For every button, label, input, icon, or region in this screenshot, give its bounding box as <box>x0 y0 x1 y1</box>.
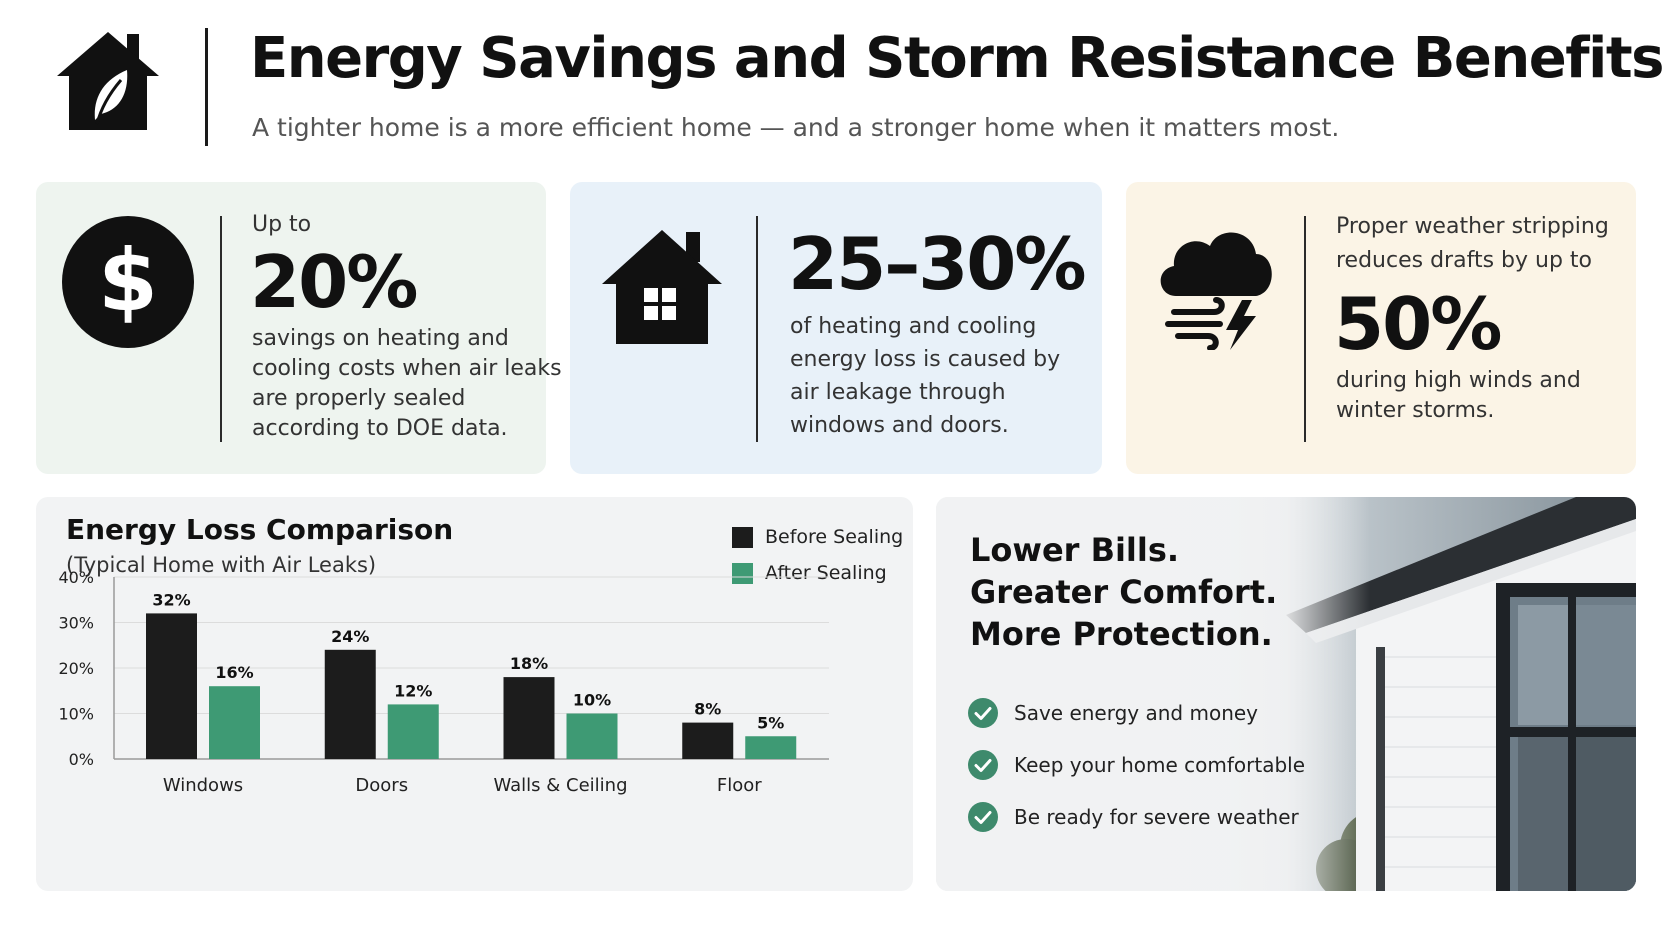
bar-chart: 0% 10% 20% 30% 40% 32% 16% Windows 24% 12% Doors 18… <box>58 568 829 796</box>
y-tick-label: 30% <box>58 614 94 633</box>
check-circle-icon <box>968 750 998 780</box>
bar <box>566 713 618 759</box>
y-tick-label: 10% <box>58 705 94 724</box>
home-leaf-icon <box>57 32 159 130</box>
y-tick-label: 0% <box>69 750 94 769</box>
stat-description: of heating and cooling energy loss is ca… <box>790 314 1061 438</box>
benefit-label: Be ready for severe weather <box>1014 805 1299 829</box>
data-label: 16% <box>215 663 253 682</box>
page-title: Energy Savings and Storm Resistance Bene… <box>250 26 1664 91</box>
headline-line: Greater Comfort. <box>970 573 1278 611</box>
storm-cloud-icon <box>1160 232 1272 350</box>
stat-value: 50% <box>1334 282 1502 366</box>
dollar-icon: $ <box>62 216 194 348</box>
benefit-item: Be ready for severe weather <box>968 791 1305 843</box>
stat-description: savings on heating and cooling costs whe… <box>252 326 562 441</box>
legend-item-before: Before Sealing <box>732 525 903 549</box>
stat-prefix: Up to <box>252 212 312 237</box>
stat-card-savings: $ Up to 20% savings on heating and cooli… <box>36 182 562 474</box>
stat-value: 25–30% <box>788 222 1087 306</box>
x-tick-label: Windows <box>163 775 243 796</box>
bar <box>324 649 376 759</box>
bar <box>209 686 260 759</box>
check-circle-icon <box>968 802 998 832</box>
legend-swatch-before <box>732 526 753 548</box>
bar <box>682 722 734 759</box>
data-label: 12% <box>394 681 432 700</box>
benefit-label: Save energy and money <box>1014 701 1259 725</box>
benefit-item: Keep your home comfortable <box>968 739 1305 791</box>
chart-title: Energy Loss Comparison <box>66 513 454 546</box>
data-label: 18% <box>510 654 548 673</box>
y-tick-label: 40% <box>58 568 94 587</box>
house-window-photo <box>936 497 1636 891</box>
legend-label-after: After Sealing <box>765 562 887 584</box>
headline-line: Lower Bills. <box>970 531 1180 569</box>
x-tick-label: Floor <box>717 775 762 796</box>
card-divider <box>756 216 758 442</box>
benefits-list: Save energy and money Keep your home com… <box>968 687 1305 843</box>
bar <box>503 677 555 759</box>
house-icon <box>602 230 722 344</box>
promo-panel: Lower Bills. Greater Comfort. More Prote… <box>936 497 1636 891</box>
stat-description: during high winds and winter storms. <box>1336 368 1581 423</box>
legend-label-before: Before Sealing <box>765 526 904 548</box>
stat-card-air-leakage: 25–30% of heating and cooling energy los… <box>570 182 1102 474</box>
check-circle-icon <box>968 698 998 728</box>
card-divider <box>220 216 222 442</box>
svg-text:$: $ <box>98 231 158 331</box>
legend-item-after: After Sealing <box>732 561 903 585</box>
bar <box>745 736 797 759</box>
stat-card-weather-stripping: Proper weather stripping reduces drafts … <box>1126 182 1636 474</box>
data-label: 24% <box>331 627 369 646</box>
data-label: 5% <box>757 713 784 732</box>
benefit-item: Save energy and money <box>968 687 1305 739</box>
y-tick-label: 20% <box>58 659 94 678</box>
data-label: 8% <box>694 700 721 719</box>
bar <box>146 613 197 759</box>
header-divider <box>205 28 208 146</box>
promo-headline: Lower Bills. Greater Comfort. More Prote… <box>970 529 1277 655</box>
chart-legend: Before Sealing After Sealing <box>732 525 903 597</box>
card-divider <box>1304 216 1306 442</box>
chart-subtitle: (Typical Home with Air Leaks) <box>66 553 377 577</box>
headline-line: More Protection. <box>970 615 1273 653</box>
stat-prefix: Proper weather stripping reduces drafts … <box>1336 214 1609 273</box>
stat-value: 20% <box>250 240 418 324</box>
benefit-label: Keep your home comfortable <box>1014 753 1306 777</box>
x-tick-label: Doors <box>355 775 408 796</box>
bar <box>387 704 439 759</box>
legend-swatch-after <box>732 562 753 584</box>
page-subtitle: A tighter home is a more efficient home … <box>252 113 1340 142</box>
x-tick-label: Walls & Ceiling <box>493 775 627 796</box>
data-label: 32% <box>152 590 190 609</box>
energy-loss-chart-panel: Energy Loss Comparison (Typical Home wit… <box>36 497 913 891</box>
data-label: 10% <box>573 691 611 710</box>
